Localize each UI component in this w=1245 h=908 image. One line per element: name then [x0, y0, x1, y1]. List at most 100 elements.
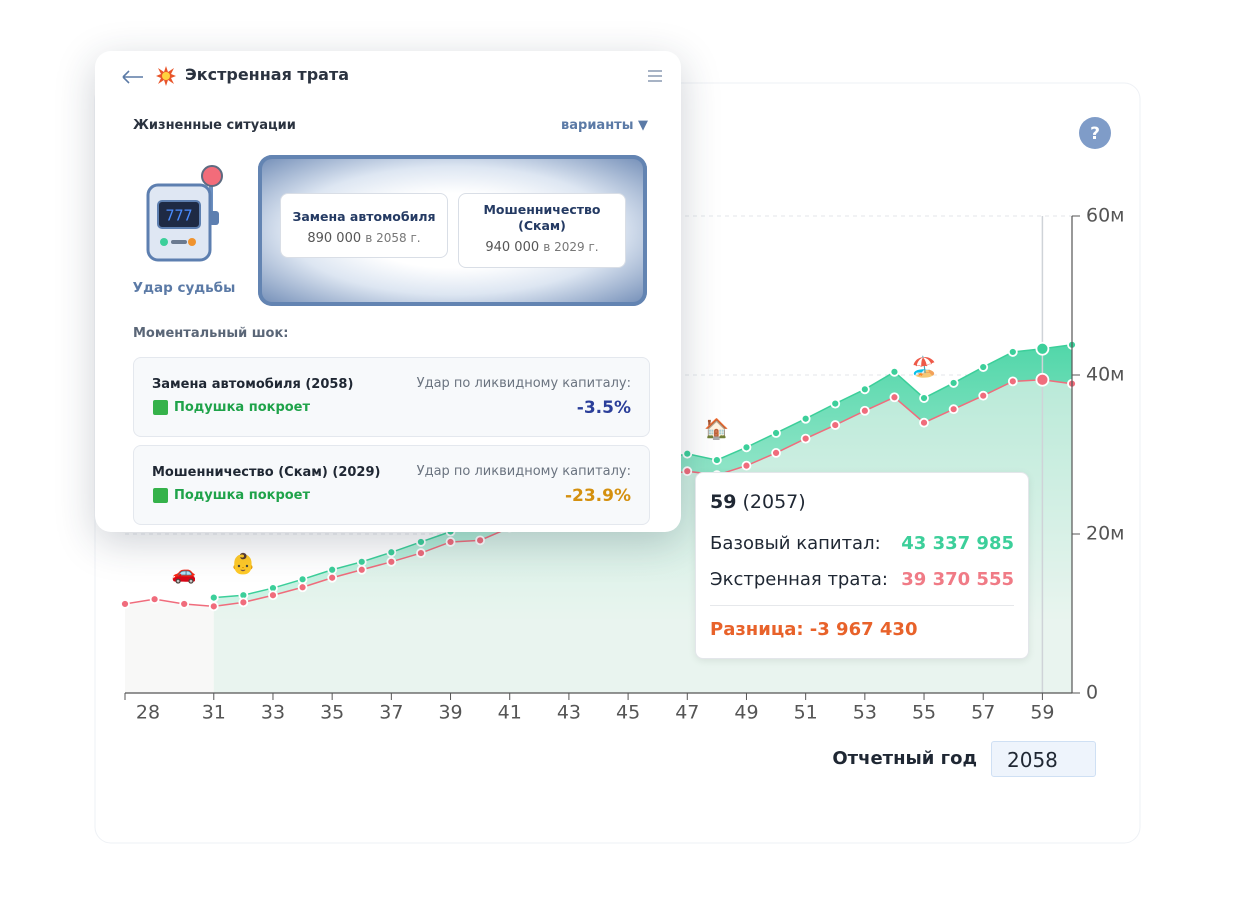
report-year-input[interactable]: 2058 [991, 741, 1096, 777]
point [238, 597, 249, 608]
card-year: в 2058 г. [365, 231, 421, 245]
back-button[interactable] [121, 68, 147, 86]
point [741, 460, 752, 471]
event-icon: 👶 [231, 552, 256, 576]
point [978, 390, 989, 401]
card-title: Замена автомобиля [292, 209, 436, 224]
point [268, 590, 278, 601]
shock-status: Подушка покроет [174, 400, 311, 415]
x-tick-label: 31 [202, 702, 226, 724]
x-tick-label: 51 [794, 702, 818, 724]
check-icon [153, 488, 168, 503]
event-icon: 🏖️ [912, 355, 937, 379]
impact-value: -3.5% [576, 398, 631, 418]
point [1007, 376, 1018, 387]
y-tick-label: 40м [1086, 364, 1125, 386]
tooltip-label: Базовый капитал: [710, 533, 881, 554]
point [800, 433, 811, 444]
section-title: Жизненные ситуации [133, 118, 296, 133]
x-tick-label: 49 [734, 702, 758, 724]
report-year-label: Отчетный год [832, 748, 977, 769]
help-icon[interactable]: ? [1090, 124, 1100, 144]
x-tick-label: 43 [557, 702, 581, 724]
event-icon: 🚗 [172, 560, 197, 584]
impact-label: Удар по ликвидному капиталу: [416, 376, 631, 391]
shock-name: Замена автомобиля (2058) [152, 377, 354, 392]
x-tick-label: 37 [379, 702, 403, 724]
point [416, 548, 426, 558]
point [208, 592, 219, 603]
x-tick-label: 55 [912, 702, 936, 724]
y-tick-label: 0 [1086, 682, 1098, 704]
card-title: Мошенничество (Скам) [483, 202, 601, 233]
point [771, 448, 781, 458]
event-icon: 🏠 [704, 417, 729, 441]
point [830, 398, 841, 409]
shock-item: Мошенничество (Скам) (2029) Подушка покр… [133, 445, 650, 525]
tooltip-year: (2057) [742, 491, 806, 513]
point [356, 556, 367, 567]
point [830, 420, 841, 430]
scenario-card[interactable]: Замена автомобиля 890 000 в 2058 г. [280, 193, 448, 258]
x-tick-label: 33 [261, 702, 285, 724]
point [948, 378, 959, 388]
impact-label: Удар по ликвидному капиталу: [416, 464, 631, 479]
point [741, 442, 752, 453]
point [297, 582, 308, 593]
emergency-panel: Экстренная трата Жизненные ситуации вари… [95, 51, 681, 532]
scenario-card[interactable]: Мошенничество (Скам) 940 000 в 2029 г. [458, 193, 626, 268]
point [327, 572, 338, 583]
variants-toggle[interactable]: варианты ▼ [561, 118, 648, 133]
help-button[interactable] [1079, 117, 1111, 149]
point [416, 537, 426, 547]
shock-name: Мошенничество (Скам) (2029) [152, 465, 381, 480]
x-tick-label: 39 [438, 702, 462, 724]
check-icon [153, 400, 168, 415]
card-year: в 2029 г. [543, 240, 599, 254]
tooltip-age: 59 [710, 491, 737, 513]
x-tick-label: 28 [136, 702, 160, 724]
point [889, 392, 900, 403]
menu-button[interactable] [647, 69, 663, 83]
point [771, 428, 781, 438]
point [859, 384, 870, 395]
point [327, 564, 338, 575]
point [297, 574, 308, 585]
tooltip-value: 39 370 555 [901, 569, 1014, 590]
tooltip-value: 43 337 985 [901, 533, 1014, 554]
shock-title: Моментальный шок: [133, 326, 289, 341]
card-amount: 890 000 [307, 231, 362, 246]
card-amount: 940 000 [485, 240, 540, 255]
point [711, 455, 722, 465]
x-tick-label: 59 [1030, 702, 1054, 724]
separator [710, 605, 1014, 606]
shock-status: Подушка покроет [174, 488, 311, 503]
point [948, 404, 959, 415]
point [179, 599, 190, 609]
x-tick-label: 57 [971, 702, 995, 724]
point [1007, 347, 1018, 357]
point [149, 594, 160, 605]
x-tick-label: 47 [675, 702, 699, 724]
point [445, 537, 456, 547]
slot-display: 777 [165, 207, 192, 225]
panel-title: Экстренная трата [185, 65, 350, 84]
point [919, 417, 929, 428]
fate-label: Удар судьбы [132, 280, 236, 296]
explosion-icon [156, 66, 176, 86]
point [386, 547, 397, 558]
x-tick-label: 53 [853, 702, 877, 724]
point [208, 601, 219, 612]
x-tick-label: 45 [616, 702, 640, 724]
point [800, 413, 811, 424]
point [682, 448, 693, 459]
impact-value: -23.9% [564, 486, 631, 506]
tooltip-label: Экстренная трата: [710, 569, 888, 590]
x-tick-label: 35 [320, 702, 344, 724]
tooltip-diff: Разница: -3 967 430 [710, 619, 918, 640]
shock-item: Замена автомобиля (2058) Подушка покроет… [133, 357, 650, 437]
slot-machine: 777 [146, 165, 223, 262]
point [1035, 372, 1050, 387]
point [386, 556, 397, 567]
